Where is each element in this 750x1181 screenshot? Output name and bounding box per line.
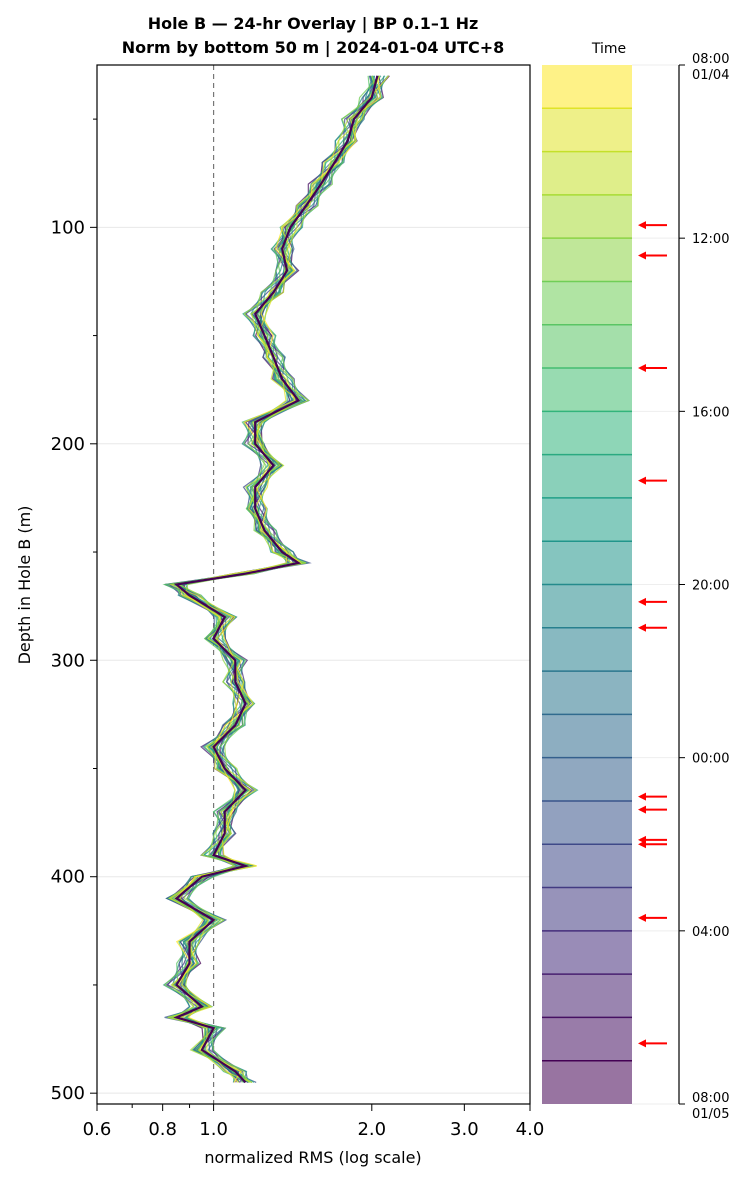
- time-tick-label: 20:00: [692, 579, 729, 594]
- colorbar-band: [542, 584, 632, 628]
- colorbar-band: [542, 671, 632, 715]
- colorbar-band: [542, 411, 632, 455]
- colorbar-band: [542, 714, 632, 758]
- x-tick-label: 4.0: [516, 1119, 545, 1140]
- event-arrow-head: [638, 221, 646, 230]
- x-axis: 0.6 0.8 1.0 2.0 3.0 4.0: [83, 1104, 545, 1140]
- colorbar: [542, 64, 678, 1105]
- colorbar-band: [542, 368, 632, 412]
- event-arrow-head: [638, 623, 646, 632]
- colorbar-band: [542, 454, 632, 498]
- colorbar-band: [542, 281, 632, 325]
- colorbar-band: [542, 1060, 632, 1104]
- colorbar-band: [542, 627, 632, 672]
- colorbar-band: [542, 151, 632, 195]
- time-tick-label: 04:00: [692, 925, 729, 940]
- event-arrow-head: [638, 792, 646, 801]
- x-tick-label: 0.8: [148, 1119, 177, 1140]
- x-tick-label: 2.0: [357, 1119, 386, 1140]
- colorbar-band: [542, 497, 632, 542]
- event-arrow-head: [638, 805, 646, 814]
- time-tick-label: 16:00: [692, 405, 729, 420]
- x-tick-label: 3.0: [450, 1119, 479, 1140]
- colorbar-band: [542, 757, 632, 801]
- event-arrows: [638, 221, 667, 1048]
- y-axis-label: Depth in Hole B (m): [15, 506, 34, 665]
- event-arrow-head: [638, 476, 646, 485]
- colorbar-band: [542, 800, 632, 845]
- x-axis-label: normalized RMS (log scale): [204, 1148, 421, 1167]
- colorbar-band: [542, 974, 632, 1018]
- time-tick-label: 08:00: [692, 52, 729, 67]
- colorbar-band: [542, 844, 632, 888]
- event-arrow-head: [638, 364, 646, 373]
- colorbar-band: [542, 541, 632, 585]
- y-tick-label: 500: [51, 1083, 85, 1104]
- y-tick-label: 400: [51, 867, 85, 888]
- chart-subtitle: Norm by bottom 50 m | 2024-01-04 UTC+8: [122, 38, 505, 58]
- event-arrow-head: [638, 251, 646, 260]
- time-tick-label: 12:00: [692, 232, 729, 247]
- event-arrow-head: [638, 1039, 646, 1048]
- grid: [97, 226, 530, 1094]
- y-tick-label: 300: [51, 650, 85, 671]
- colorbar-label: Time: [591, 41, 626, 57]
- event-arrow-head: [638, 840, 646, 849]
- profile-line-bold: [173, 75, 379, 1084]
- y-axis: 100 200 300 400 500: [51, 118, 97, 1104]
- time-tick-label: 08:00: [692, 1091, 729, 1106]
- time-tick-label: 00:00: [692, 752, 729, 767]
- time-axis: 08:0001/0412:0016:0020:0000:0004:0008:00…: [678, 52, 729, 1122]
- colorbar-band: [542, 324, 632, 369]
- colorbar-band: [542, 887, 632, 931]
- colorbar-band: [542, 108, 632, 152]
- event-arrow-head: [638, 913, 646, 922]
- colorbar-band: [542, 930, 632, 975]
- time-tick-label-date: 01/05: [692, 1107, 729, 1122]
- y-tick-label: 100: [51, 217, 85, 238]
- x-tick-label: 0.6: [83, 1119, 112, 1140]
- time-tick-label-date: 01/04: [692, 68, 729, 83]
- plot-frame: [96, 64, 531, 1105]
- chart-title: Hole B — 24-hr Overlay | BP 0.1–1 Hz: [148, 14, 479, 34]
- event-arrow-head: [638, 597, 646, 606]
- colorbar-band: [542, 65, 632, 109]
- colorbar-band: [542, 1017, 632, 1061]
- x-tick-label: 1.0: [199, 1119, 228, 1140]
- series-group: [162, 75, 390, 1084]
- colorbar-band: [542, 194, 632, 239]
- y-tick-label: 200: [51, 434, 85, 455]
- colorbar-band: [542, 238, 632, 282]
